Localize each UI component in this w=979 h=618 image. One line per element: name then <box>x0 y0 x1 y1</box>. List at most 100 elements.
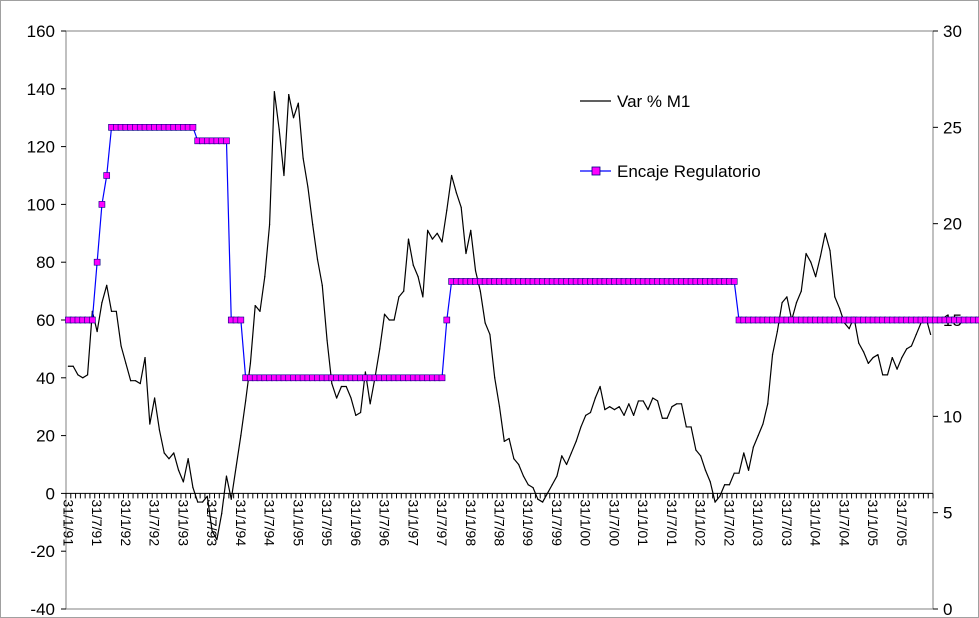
data-point-var-m1 <box>412 264 414 266</box>
data-point-var-m1 <box>532 487 534 489</box>
data-point-var-m1 <box>877 354 879 356</box>
data-point-var-m1 <box>245 400 247 402</box>
data-point-encaje <box>223 137 230 145</box>
data-point-encaje <box>103 172 111 179</box>
data-point-var-m1 <box>110 310 113 312</box>
data-point-var-m1 <box>561 455 563 457</box>
data-point-var-m1 <box>264 276 266 278</box>
data-point-var-m1 <box>795 302 798 304</box>
x-tick-label: 31/7/98 <box>492 499 508 546</box>
data-point-var-m1 <box>465 252 467 255</box>
x-tick-label: 31/1/92 <box>118 499 134 546</box>
data-point-var-m1 <box>930 333 932 336</box>
x-tick-label: 31/1/01 <box>635 499 651 546</box>
data-point-var-m1 <box>728 484 731 486</box>
data-point-encaje <box>93 258 101 266</box>
data-point-var-m1 <box>546 492 549 494</box>
data-point-encaje <box>438 374 446 382</box>
x-tick-label: 31/1/05 <box>865 499 881 546</box>
data-point-var-m1 <box>359 411 362 414</box>
data-point-var-m1 <box>369 403 371 405</box>
data-point-var-m1 <box>661 417 663 419</box>
data-point-var-m1 <box>757 435 759 437</box>
data-point-var-m1 <box>211 530 213 532</box>
data-point-var-m1 <box>882 374 884 376</box>
data-point-var-m1 <box>72 365 74 367</box>
legend-marker-encaje <box>591 166 601 176</box>
data-point-var-m1 <box>690 426 692 428</box>
data-point-var-m1 <box>254 304 256 307</box>
data-point-var-m1 <box>781 302 783 304</box>
data-point-var-m1 <box>508 437 510 440</box>
y-left-tick-label: 60 <box>36 311 55 330</box>
data-point-var-m1 <box>388 319 390 321</box>
x-tick-label: 31/7/02 <box>721 499 737 546</box>
data-point-var-m1 <box>173 452 175 454</box>
y-right-tick-label: 5 <box>943 504 952 523</box>
data-point-var-m1 <box>316 258 319 260</box>
data-point-var-m1 <box>714 501 716 503</box>
data-point-var-m1 <box>441 241 443 243</box>
data-point-var-m1 <box>312 224 314 226</box>
data-point-var-m1 <box>685 426 687 428</box>
data-point-var-m1 <box>67 365 69 367</box>
data-point-var-m1 <box>743 452 745 454</box>
legend-box <box>568 80 801 190</box>
data-point-var-m1 <box>158 429 161 431</box>
x-tick-label: 31/7/95 <box>319 499 335 546</box>
data-point-var-m1 <box>824 232 826 234</box>
x-tick-label: 31/7/92 <box>147 499 163 546</box>
data-point-var-m1 <box>82 377 84 379</box>
y-left-tick-label: 20 <box>36 427 55 446</box>
data-point-var-m1 <box>484 322 486 324</box>
data-point-encaje <box>98 201 106 208</box>
data-point-var-m1 <box>106 284 108 286</box>
data-point-var-m1 <box>738 472 740 474</box>
y-left-tick-label: -20 <box>30 542 55 561</box>
data-point-var-m1 <box>786 296 788 298</box>
data-point-var-m1 <box>680 403 683 405</box>
y-right-tick-label: 30 <box>943 22 962 41</box>
data-point-var-m1 <box>326 339 328 341</box>
data-point-var-m1 <box>589 411 592 414</box>
data-point-var-m1 <box>858 342 860 344</box>
data-point-var-m1 <box>537 498 539 500</box>
data-point-encaje <box>730 278 738 285</box>
data-point-var-m1 <box>139 382 141 385</box>
x-tick-label: 31/7/05 <box>894 499 910 546</box>
data-point-var-m1 <box>575 440 577 442</box>
data-point-encaje <box>89 316 96 324</box>
x-tick-label: 31/7/93 <box>204 499 220 546</box>
data-point-var-m1 <box>613 408 616 411</box>
data-point-var-m1 <box>565 463 568 466</box>
x-tick-label: 31/7/01 <box>664 499 680 546</box>
data-point-var-m1 <box>460 206 462 208</box>
x-tick-label: 31/1/00 <box>578 499 594 546</box>
data-point-var-m1 <box>235 466 237 468</box>
data-point-var-m1 <box>240 435 242 437</box>
y-left-tick-label: 120 <box>27 138 55 157</box>
data-point-var-m1 <box>819 255 822 258</box>
data-point-var-m1 <box>676 403 678 405</box>
data-point-var-m1 <box>642 400 644 402</box>
data-point-var-m1 <box>671 406 673 408</box>
x-tick-label: 31/1/02 <box>693 499 709 546</box>
data-point-var-m1 <box>834 296 836 298</box>
data-point-var-m1 <box>724 484 726 486</box>
data-point-var-m1 <box>393 319 395 321</box>
data-point-var-m1 <box>752 446 754 448</box>
x-tick-label: 31/7/03 <box>779 499 795 546</box>
y-right-tick-label: 20 <box>943 215 962 234</box>
data-point-var-m1 <box>633 414 635 416</box>
data-point-var-m1 <box>431 238 434 240</box>
data-point-encaje <box>237 316 245 324</box>
data-point-var-m1 <box>767 403 769 405</box>
data-point-var-m1 <box>436 232 438 234</box>
data-point-var-m1 <box>379 348 381 350</box>
data-point-var-m1 <box>733 472 735 474</box>
data-point-var-m1 <box>283 174 285 177</box>
data-point-var-m1 <box>896 368 898 370</box>
data-point-var-m1 <box>77 374 79 376</box>
data-point-var-m1 <box>637 400 640 402</box>
data-point-var-m1 <box>498 406 501 408</box>
